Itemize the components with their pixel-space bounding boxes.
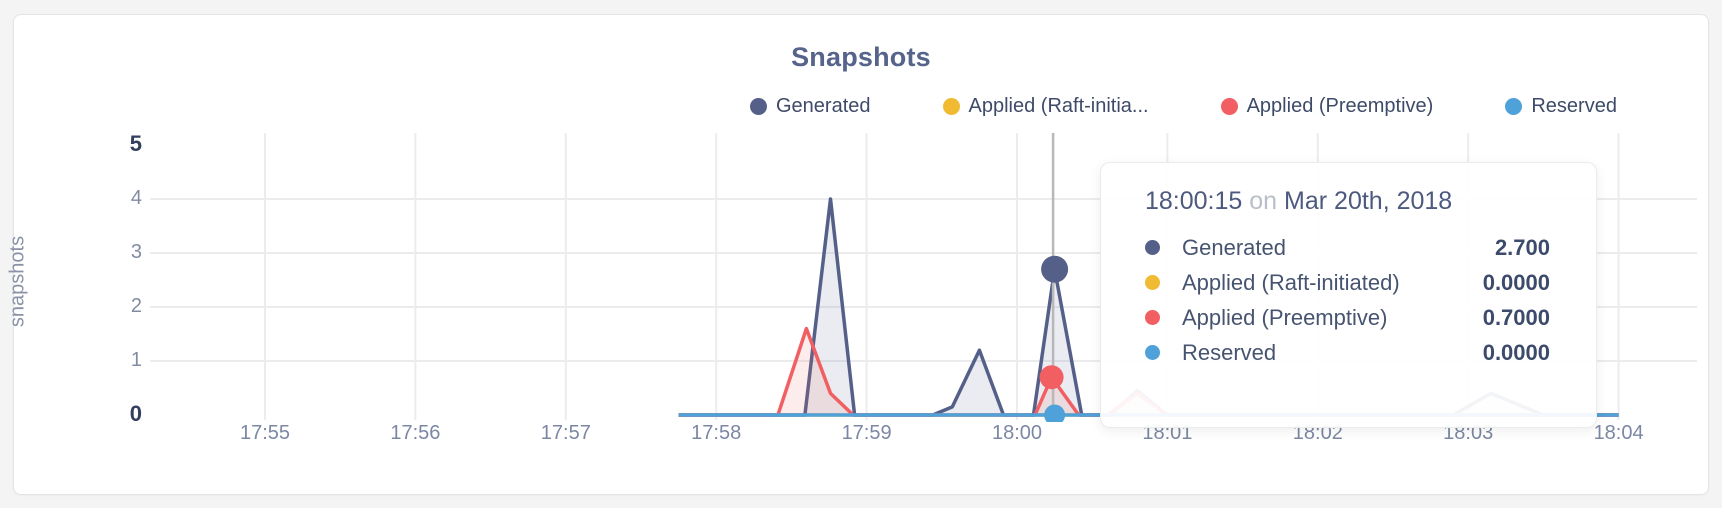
tooltip-header: 18:00:15 on Mar 20th, 2018 [1145, 187, 1550, 216]
legend-dot-icon [1220, 97, 1238, 115]
tooltip-row-label: Applied (Raft-initiated) [1182, 269, 1400, 295]
legend-item-generated[interactable]: Generated [750, 95, 871, 118]
legend-item-label: Generated [776, 94, 871, 117]
legend-dot-icon [942, 97, 960, 115]
tooltip-row-applied-raft-initiated: Applied (Raft-initiated) 0.0000 [1145, 265, 1550, 300]
tooltip-on-word: on [1249, 187, 1278, 215]
legend-item-applied-raft-initia[interactable]: Applied (Raft-initia... [942, 94, 1149, 118]
legend-item-label: Reserved [1531, 94, 1617, 117]
legend-item-applied-preemptive[interactable]: Applied (Preemptive) [1220, 94, 1434, 118]
hover-point-applied-preemptive [1039, 365, 1064, 390]
tooltip-row-label: Reserved [1182, 339, 1277, 365]
x-tick-17-56: 17:56 [390, 422, 441, 444]
x-tick-18-04: 18:04 [1593, 422, 1644, 444]
tooltip-row-reserved: Reserved 0.0000 [1145, 335, 1550, 370]
tooltip-row-value: 2.700 [1494, 234, 1550, 260]
x-tick-17-59: 17:59 [841, 422, 892, 444]
legend-item-reserved[interactable]: Reserved [1505, 95, 1617, 118]
legend-dot-icon [1505, 97, 1523, 115]
series-color-dot-icon [1145, 240, 1160, 255]
y-tick-5: 5 [129, 131, 142, 156]
legend-item-label: Applied (Preemptive) [1246, 94, 1434, 117]
hover-point-reserved [1044, 404, 1066, 422]
tooltip-date: Mar 20th, 2018 [1284, 187, 1453, 215]
legend-item-label: Applied (Raft-initia... [968, 94, 1149, 117]
y-tick-0: 0 [129, 401, 142, 426]
tooltip-row-value: 0.0000 [1482, 339, 1550, 365]
series-color-dot-icon [1145, 310, 1160, 325]
chart-title: Snapshots [791, 42, 931, 72]
hover-tooltip: 18:00:15 on Mar 20th, 2018 Generated 2.70… [1100, 162, 1597, 428]
hover-points [1039, 255, 1069, 422]
tooltip-rows: Generated 2.700 Applied (Raft-initiated) 0.… [1145, 230, 1550, 370]
hover-point-generated [1041, 255, 1069, 283]
legend-dot-icon [750, 97, 767, 115]
y-tick-4: 4 [130, 187, 142, 209]
tooltip-row-label: Generated [1182, 234, 1286, 260]
x-tick-18-00: 18:00 [991, 422, 1043, 444]
series-color-dot-icon [1145, 345, 1160, 360]
y-tick-1: 1 [130, 349, 142, 371]
tooltip-row-generated: Generated 2.700 [1145, 230, 1550, 265]
x-tick-17-55: 17:55 [239, 422, 291, 444]
tooltip-row-value: 0.0000 [1482, 269, 1550, 295]
tooltip-time: 18:00:15 [1145, 187, 1243, 215]
x-tick-17-58: 17:58 [691, 422, 742, 444]
x-tick-17-57: 17:57 [540, 422, 591, 444]
tooltip-row-label: Applied (Preemptive) [1182, 304, 1388, 330]
chart-legend: Generated Applied (Raft-initia... Applied … [750, 92, 1617, 120]
tooltip-row-applied-preemptive: Applied (Preemptive) 0.7000 [1145, 300, 1550, 335]
y-tick-2: 2 [130, 295, 142, 317]
y-tick-3: 3 [130, 241, 142, 263]
tooltip-row-value: 0.7000 [1482, 304, 1550, 330]
series-color-dot-icon [1145, 275, 1160, 290]
